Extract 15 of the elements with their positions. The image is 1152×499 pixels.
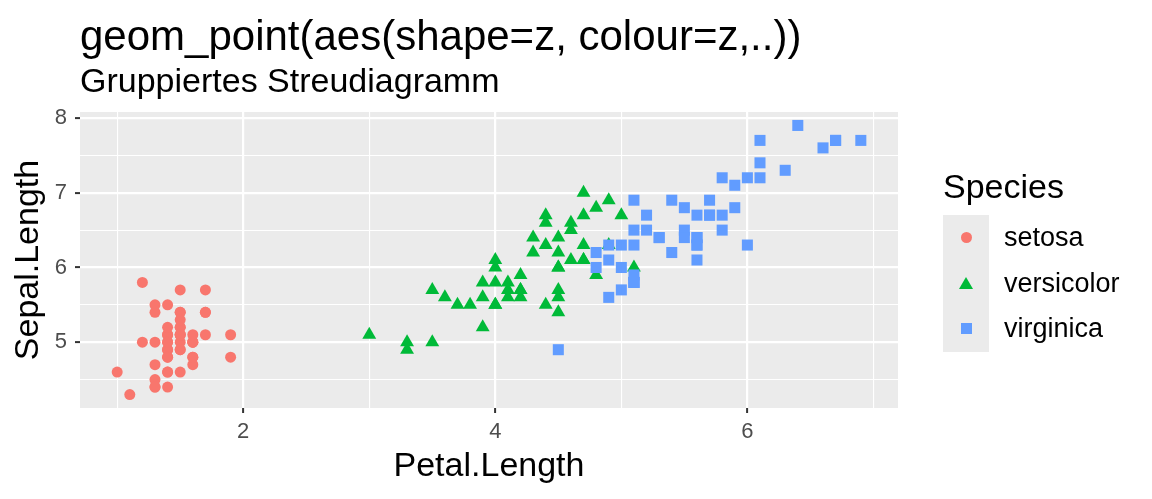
legend-title: Species (943, 166, 1065, 205)
y-tick-label: 8 (54, 104, 67, 130)
y-tick-label: 7 (54, 178, 67, 204)
legend-label: versicolor (1004, 267, 1120, 298)
x-tick-label: 2 (237, 418, 250, 444)
chart-title: geom_point(aes(shape=z, colour=z,..)) (80, 12, 802, 59)
y-axis-title: Sepal.Length (6, 159, 45, 361)
legend-label: setosa (1004, 221, 1084, 252)
chart-subtitle: Gruppiertes Streudiagramm (80, 61, 500, 99)
x-tick-label: 6 (741, 418, 754, 444)
legend-label: virginica (1004, 313, 1104, 344)
x-axis-title: Petal.Length (393, 444, 585, 483)
y-tick-label: 5 (54, 328, 67, 354)
x-tick-label: 4 (489, 418, 502, 444)
y-tick-label: 6 (54, 253, 67, 279)
